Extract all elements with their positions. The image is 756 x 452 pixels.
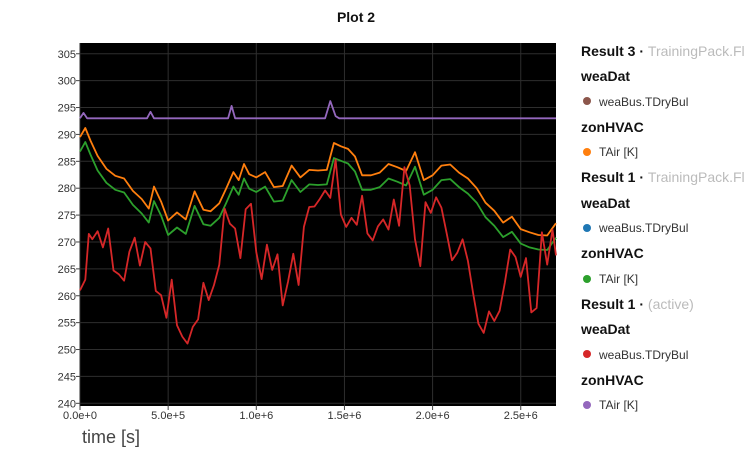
legend-group-name: weaDat [581, 321, 631, 338]
legend-result-name: Result 3 [581, 43, 636, 59]
x-tick-label: 5.0e+5 [151, 410, 185, 422]
y-tick-label: 305 [58, 49, 76, 61]
legend-color-dot-icon [583, 223, 591, 232]
legend-result-name: Result 1 [581, 169, 636, 186]
y-tick-label: 290 [58, 129, 76, 141]
y-tick-label: 265 [58, 264, 76, 276]
y-tick-label: 260 [58, 291, 76, 303]
y-tick-label: 240 [58, 398, 76, 410]
legend-result-source: TrainingPack.Fl [647, 169, 745, 186]
legend-group-name: weaDat [581, 194, 631, 211]
x-tick-label: 2.5e+6 [504, 410, 538, 422]
legend-result-name: Result 1 [581, 295, 636, 312]
legend-separator: · [635, 43, 648, 59]
legend-result-source: (active) [647, 295, 694, 312]
y-tick-label: 270 [58, 237, 76, 249]
plot-area[interactable] [80, 43, 556, 406]
legend-separator: · [635, 169, 648, 186]
legend: Result 3 · TrainingPack.Fl weaDat weaBus.T… [581, 40, 756, 419]
y-tick-label: 300 [58, 76, 76, 88]
legend-color-dot-icon [583, 400, 591, 409]
x-tick-label: 2.0e+6 [416, 410, 450, 422]
legend-separator: · [635, 295, 648, 312]
axis-ticks: 240 245 250 255 260 265 270 275 280 285 290 295 300 3… [58, 49, 538, 422]
legend-series-item[interactable]: weaBus.TDryBul [581, 91, 756, 116]
legend-series-item[interactable]: TAir [K] [581, 268, 756, 293]
legend-color-dot-icon [583, 350, 591, 359]
x-tick-label: 1.0e+6 [239, 410, 273, 422]
legend-result-header: Result 1 · TrainingPack.Fl [581, 166, 756, 191]
legend-series-label: weaBus.TDryBul [599, 94, 689, 109]
x-axis-label: time [s] [82, 427, 140, 447]
legend-series-label: weaBus.TDryBul [599, 347, 689, 362]
legend-group-name: zonHVAC [581, 245, 644, 262]
legend-group-name: zonHVAC [581, 371, 644, 388]
series-line-2[interactable] [79, 141, 557, 251]
y-tick-label: 275 [58, 210, 76, 222]
y-tick-label: 255 [58, 318, 76, 330]
legend-group-name: weaDat [581, 68, 631, 85]
legend-series-label: TAir [K] [599, 145, 639, 160]
series-line-3[interactable] [79, 158, 557, 345]
y-tick-label: 245 [58, 371, 76, 383]
y-tick-label: 295 [58, 103, 76, 115]
legend-series-label: TAir [K] [599, 271, 639, 286]
legend-result-header: Result 3 · TrainingPack.Fl [581, 40, 756, 65]
series-layer [79, 100, 557, 345]
legend-result-source: TrainingPack.Fl [647, 43, 745, 59]
legend-color-dot-icon [583, 148, 591, 157]
legend-series-label: weaBus.TDryBul [599, 221, 689, 236]
series-line-1[interactable] [79, 127, 557, 237]
x-tick-label: 0.0e+0 [63, 410, 97, 422]
y-tick-label: 285 [58, 156, 76, 168]
legend-series-item[interactable]: TAir [K] [581, 394, 756, 419]
plot-title: Plot 2 [336, 9, 376, 25]
legend-series-label: TAir [K] [599, 398, 639, 413]
legend-series-item[interactable]: weaBus.TDryBul [581, 217, 756, 242]
legend-color-dot-icon [583, 97, 591, 106]
series-line-0[interactable] [79, 100, 556, 120]
y-tick-label: 250 [58, 345, 76, 357]
legend-group-name: zonHVAC [581, 118, 644, 135]
legend-series-item[interactable]: TAir [K] [581, 141, 756, 166]
legend-series-item[interactable]: weaBus.TDryBul [581, 344, 756, 369]
y-tick-label: 280 [58, 183, 76, 195]
legend-color-dot-icon [583, 274, 591, 283]
legend-result-header: Result 1 · (active) [581, 293, 756, 318]
x-tick-label: 1.5e+6 [327, 410, 361, 422]
